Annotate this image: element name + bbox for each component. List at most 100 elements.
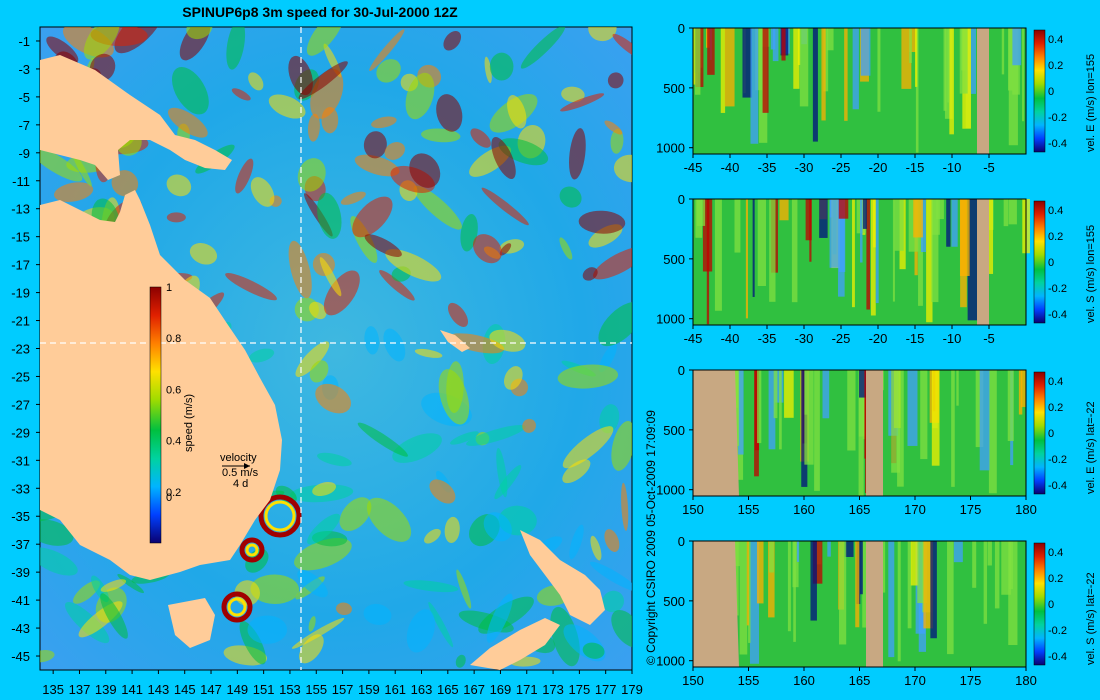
velocity-streak [827,541,831,557]
speed-eddy [443,30,462,51]
section-x-tick-label: 175 [960,502,982,517]
velocity-streak [762,28,769,113]
velocity-streak [810,541,817,621]
speed-eddy [561,86,585,103]
speed-eddy [483,512,512,542]
velocity-colorbar-tick: 0.4 [1048,34,1063,46]
map-x-tick-label: 155 [305,682,327,697]
velocity-streak [877,28,881,112]
speed-eddy [621,482,629,531]
speed-eddy [299,634,324,664]
velocity-streak [1008,541,1018,646]
section-x-tick-label: 160 [793,673,815,688]
velocity-streak [987,541,992,566]
speed-eddy [602,590,625,613]
velocity-colorbar-tick: -0.4 [1048,138,1067,150]
section-x-tick-label: 165 [849,502,871,517]
velocity-streak [757,199,766,286]
velocity-streak [870,199,876,316]
speed-eddy [352,196,393,238]
section-x-tick-label: 155 [738,502,760,517]
speed-eddy [167,107,208,138]
velocity-streak [769,541,774,573]
speed-eddy [578,210,626,234]
velocity-streak [801,370,808,487]
velocity-streak [749,541,760,664]
speed-eddy [456,569,472,609]
map-y-tick-label: -19 [11,286,30,301]
speed-eddy [424,528,441,544]
map-x-tick-label: 143 [148,682,170,697]
map-x-tick-label: 175 [569,682,591,697]
land-block [866,541,883,667]
speed-eddy [444,516,460,543]
speed-eddy [294,537,352,571]
speed-eddy [385,249,442,282]
velocity-streak [1001,28,1005,75]
map-x-tick-label: 141 [121,682,143,697]
map-y-tick-label: -17 [11,258,30,273]
speed-eddy [562,459,591,484]
velocity-colorbar-tick: -0.2 [1048,625,1067,637]
section-x-tick-label: 150 [682,502,704,517]
map-y-tick-label: -41 [11,593,30,608]
velocity-streak [859,541,863,595]
speed-eddy [288,55,313,96]
speed-eddy [507,95,527,129]
velocity-streak [731,541,740,567]
map-y-ticks: -1 -3 -5 -7 -9 -11 -13 -15 -17 -19 -21 -23 -25 -27 -29… [11,34,40,664]
depth-tick-label: 1000 [656,654,685,669]
velocity-streak [909,28,912,64]
map-x-tick-label: 145 [174,682,196,697]
velocity-streak [994,541,1000,609]
speed-eddy [363,603,392,626]
section-panel: 0 500 1000 -45 -40 -35 -30 -25 -20 -15 -10 -5 0.4 0.2… [656,21,1097,175]
section-panel: 0 500 1000 -45 -40 -35 -30 -25 -20 -15 -10 -5 0.4 0.2… [656,192,1097,346]
velocity-streak [1022,28,1025,122]
speed-eddy [186,27,213,40]
map-x-ticks: 135 137 139 141 143 145 147 149 151 153 155 157 159 1… [42,670,643,697]
speed-eddy [288,240,312,299]
speed-eddy [590,535,602,561]
speed-eddy [569,524,584,560]
speed-eddy [560,93,605,112]
velocity-colorbar-tick: 0.4 [1048,547,1063,559]
velocity-streak [823,28,829,92]
section-frame [692,198,1027,326]
section-panels: 0 500 1000 -45 -40 -35 -30 -25 -20 -15 -10 -5 0.4 0.2… [656,21,1097,688]
velocity-streak [951,199,958,247]
speed-eddy [498,138,549,166]
map-y-tick-label: -39 [11,565,30,580]
velocity-streak [972,541,977,588]
speed-eddy [406,609,436,653]
speed-eddy [489,52,514,81]
warm-core-eddy [221,591,253,623]
velocity-streak [768,541,775,618]
map-y-tick-label: -13 [11,202,30,217]
depth-tick-label: 500 [663,81,685,96]
speed-eddy [611,609,632,648]
speed-eddy [239,620,266,665]
speed-eddy [171,67,209,115]
velocity-streak [714,199,722,311]
velocity-streak [787,541,791,632]
depth-tick-label: 1000 [656,483,685,498]
velocity-streak [750,28,759,144]
speed-eddy [405,72,435,120]
speed-eddy [247,615,288,644]
section-x-tick-label: 175 [960,673,982,688]
depth-tick-label: 1000 [656,312,685,327]
speed-eddy [298,61,348,100]
velocity-streak [756,541,764,604]
speed-map: 135 137 139 141 143 145 147 149 151 153 155 157 159 1… [11,26,643,697]
velocity-streak [858,370,869,437]
velocity-colorbar-tick: 0.4 [1048,376,1063,388]
speed-eddy [499,243,512,256]
section-x-tick-label: -25 [832,331,851,346]
map-y-tick-label: -27 [11,397,30,412]
speed-eddy [582,267,598,281]
speed-eddy [612,33,632,60]
velocity-streak [959,199,970,276]
speed-eddy [100,579,127,592]
speed-eddy [613,154,632,183]
